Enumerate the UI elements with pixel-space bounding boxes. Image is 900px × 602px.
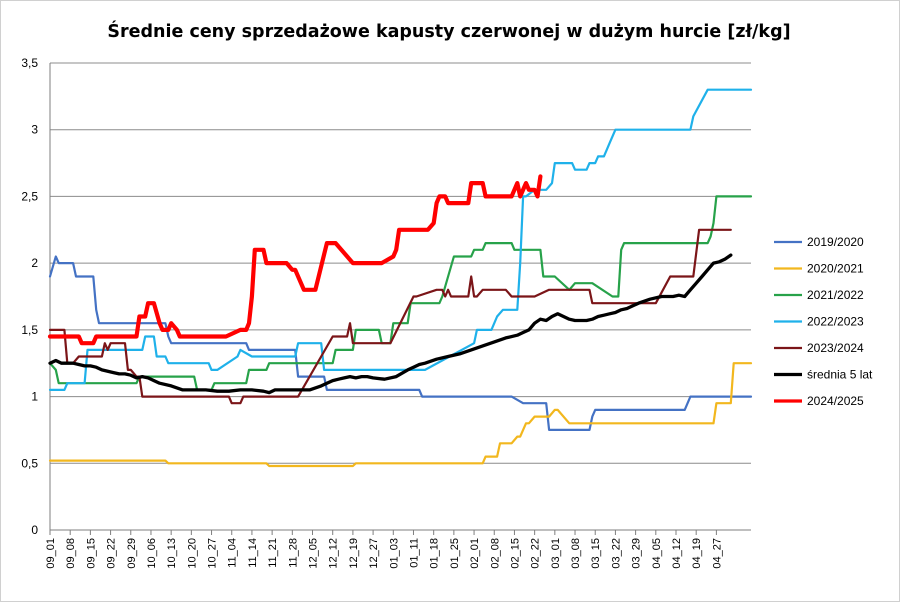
chart-title: Średnie ceny sprzedażowe kapusty czerwon… [107,20,790,42]
x-tick-label: 04_19 [691,538,703,569]
legend: 2019/2020 2020/2021 2021/2022 2022/2023 2023… [774,235,873,408]
legend-label: 2021/2022 [807,288,864,302]
y-tick-label: 3,5 [21,56,38,70]
x-tick-label: 04_12 [671,538,683,569]
x-tick-label: 12_19 [348,538,360,569]
y-axis-ticks: 0 0,5 1 1,5 2 2,5 3 3,5 [21,56,38,537]
x-axis-ticks: 09_01 09_08 09_15 09_22 09_29 10_06 10_13 10_20… [45,530,723,569]
x-tick-label: 02_01 [469,538,481,569]
series-line-2020-2021 [48,362,753,468]
x-tick-label: 09_08 [65,538,77,569]
x-tick-label: 09_01 [45,538,57,569]
x-tick-label: 01_03 [388,538,400,569]
x-tick-label: 10_20 [186,538,198,569]
legend-label: 2019/2020 [807,235,864,249]
x-tick-label: 10_27 [207,538,219,569]
x-tick-label: 03_22 [610,538,622,569]
x-tick-label: 04_27 [711,538,723,569]
legend-label: 2024/2025 [807,394,864,408]
x-tick-label: 01_18 [429,538,441,569]
legend-label: 2022/2023 [807,315,864,329]
legend-label: 2023/2024 [807,341,864,355]
x-tick-label: 01_25 [449,538,461,569]
data-series [47,88,753,468]
y-tick-label: 2,5 [21,189,38,203]
y-tick-label: 3 [31,123,38,137]
x-tick-label: 12_27 [368,538,380,569]
x-tick-label: 09_29 [126,538,138,569]
series-line-2021-2022 [48,195,753,391]
x-tick-label: 04_05 [651,538,663,569]
series-line-2024-2025 [47,174,543,346]
x-tick-label: 03_29 [631,538,643,569]
x-tick-label: 09_15 [85,538,97,569]
x-tick-label: 09_22 [106,538,118,569]
x-tick-label: 02_08 [489,538,501,569]
y-tick-label: 1 [31,390,38,404]
x-tick-label: 01_11 [408,538,420,568]
x-tick-label: 10_06 [146,538,158,569]
legend-label: 2020/2021 [807,262,864,276]
series-line--rednia-5-lat [48,253,733,395]
y-tick-label: 1,5 [21,323,38,337]
x-tick-label: 02_15 [509,538,521,569]
x-tick-label: 10_13 [166,538,178,569]
x-tick-label: 11_28 [287,538,299,568]
x-tick-label: 03_08 [570,538,582,569]
x-tick-label: 11_04 [227,538,239,568]
series-line-2023-2024 [48,228,732,405]
y-tick-label: 0,5 [21,456,38,470]
series-line-2022-2023 [48,88,753,391]
x-tick-label: 11_14 [247,538,259,568]
y-tick-label: 0 [31,523,38,537]
x-tick-label: 12_12 [328,538,340,569]
legend-label: średnia 5 lat [807,368,873,382]
x-tick-label: 03_15 [590,538,602,569]
x-tick-label: 12_05 [308,538,320,569]
y-tick-label: 2 [31,256,38,270]
series-line-2019-2020 [48,255,753,431]
x-tick-label: 02_22 [530,538,542,569]
x-tick-label: 11_21 [267,538,279,568]
x-tick-label: 03_01 [550,538,562,569]
